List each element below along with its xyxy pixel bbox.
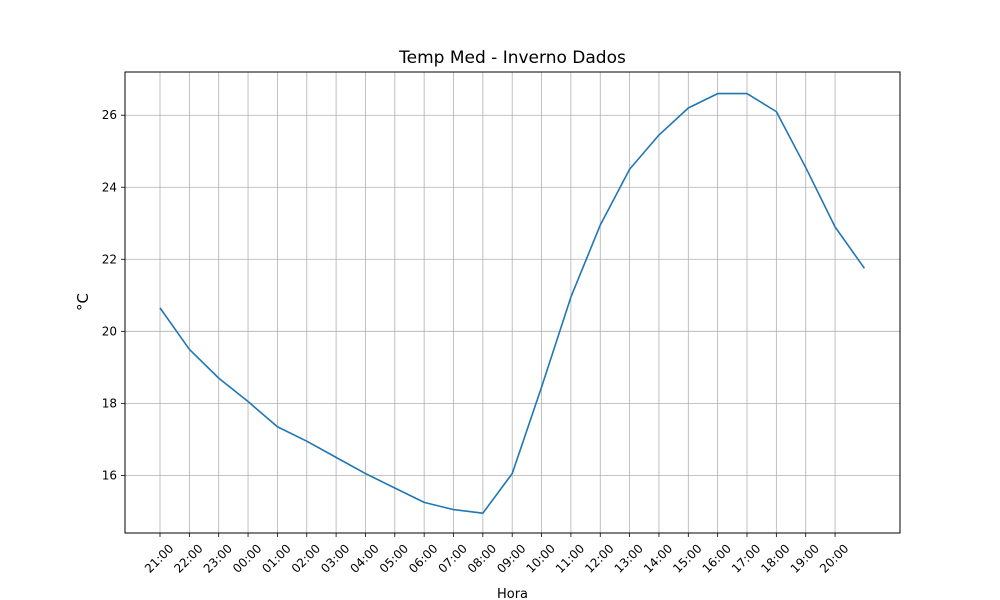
- chart-title: Temp Med - Inverno Dados: [398, 48, 626, 68]
- y-tick-label: 24: [102, 180, 117, 194]
- y-tick-label: 18: [102, 396, 117, 410]
- temperature-series-line: [159, 92, 866, 514]
- y-tick-label: 26: [102, 108, 117, 122]
- grid-lines: [125, 72, 900, 533]
- y-tick-label: 20: [102, 324, 117, 338]
- y-tick-label: 22: [102, 252, 117, 266]
- data-series: [159, 92, 866, 514]
- x-axis-label: Hora: [497, 587, 528, 600]
- y-axis-label: °C: [74, 293, 92, 311]
- y-tick-label: 16: [102, 468, 117, 482]
